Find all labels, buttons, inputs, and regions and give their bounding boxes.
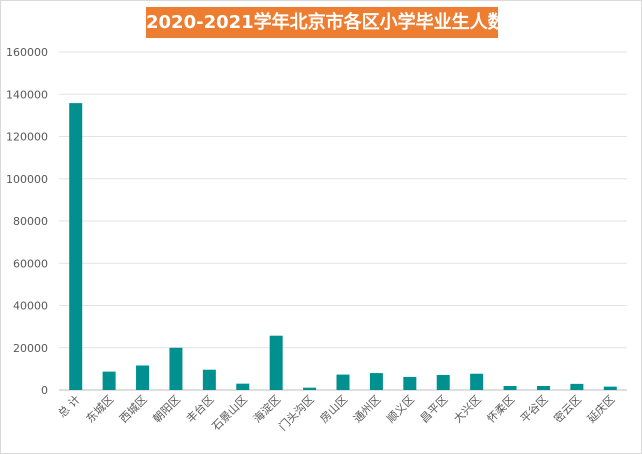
x-tick-label: 海淀区 <box>250 392 283 425</box>
bar <box>603 386 617 390</box>
y-tick-label: 0 <box>41 384 48 397</box>
x-tick-label: 密云区 <box>551 392 584 425</box>
y-tick-label: 40000 <box>13 300 48 313</box>
x-tick-label: 延庆区 <box>584 392 617 425</box>
chart-title: 2020-2021学年北京市各区小学毕业生人数 <box>146 7 498 38</box>
bar <box>336 374 350 390</box>
y-tick-label: 160000 <box>6 46 48 59</box>
x-tick-label: 通州区 <box>351 393 384 426</box>
bar <box>503 385 517 390</box>
bar <box>69 103 83 390</box>
bar <box>102 371 116 390</box>
bar <box>169 347 183 390</box>
bar <box>369 373 383 390</box>
x-tick-label: 西城区 <box>117 393 150 426</box>
bar <box>202 369 216 390</box>
bar <box>536 385 550 390</box>
bar <box>136 365 150 390</box>
bar <box>436 375 450 390</box>
x-tick-label: 门头沟区 <box>276 392 317 433</box>
bar <box>403 376 417 390</box>
x-tick-label: 平谷区 <box>518 393 551 426</box>
x-tick-label: 顺义区 <box>384 393 417 426</box>
y-tick-label: 20000 <box>13 342 48 355</box>
y-tick-label: 80000 <box>13 215 48 228</box>
bar <box>570 383 584 390</box>
y-tick-label: 100000 <box>6 173 48 186</box>
x-tick-label: 丰台区 <box>183 392 216 425</box>
x-tick-label: 东城区 <box>84 393 117 426</box>
y-tick-label: 60000 <box>13 257 48 270</box>
x-tick-label: 石景山区 <box>210 393 250 433</box>
y-tick-label: 140000 <box>6 88 48 101</box>
bar <box>269 335 283 390</box>
bar <box>236 383 250 390</box>
y-tick-label: 120000 <box>6 131 48 144</box>
x-tick-label: 房山区 <box>318 393 351 426</box>
x-tick-label: 怀柔区 <box>485 393 518 426</box>
x-tick-label: 大兴区 <box>451 392 484 425</box>
x-tick-label: 总 计 <box>55 392 83 420</box>
bar <box>470 373 484 390</box>
x-tick-label: 朝阳区 <box>151 393 184 426</box>
bar <box>303 387 317 390</box>
x-tick-label: 昌平区 <box>418 393 451 426</box>
